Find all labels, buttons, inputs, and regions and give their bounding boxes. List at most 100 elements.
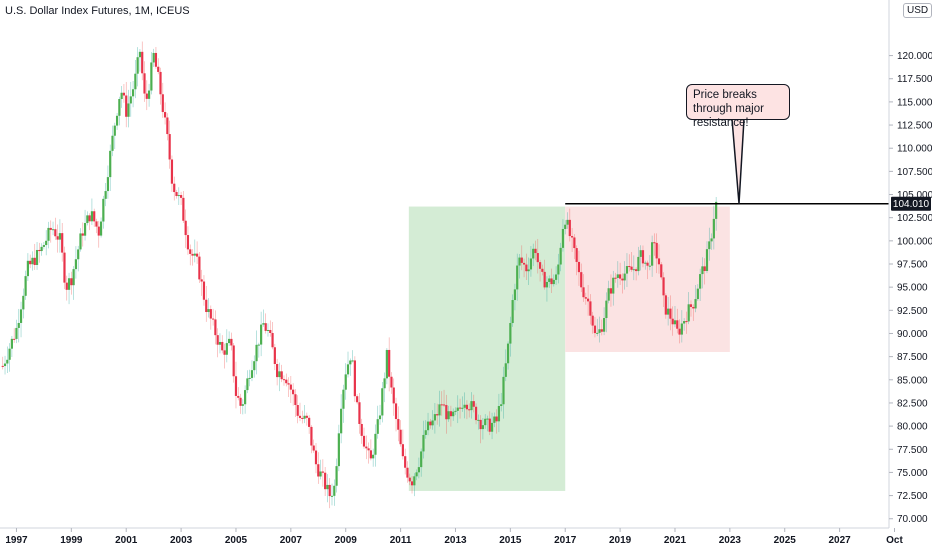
candle-body <box>534 248 537 254</box>
candle-body <box>143 73 146 94</box>
candle-body <box>422 434 425 452</box>
candle-body <box>404 456 407 468</box>
accumulation-zone <box>408 206 566 491</box>
candle-body <box>93 211 96 222</box>
candle-body <box>15 327 18 339</box>
y-tick-label: 75.000 <box>897 468 928 479</box>
candle-body <box>564 224 567 230</box>
candle-body <box>104 191 107 199</box>
y-tick-label: 87.500 <box>897 352 928 363</box>
candle-body <box>554 274 558 280</box>
candle-body <box>566 219 569 225</box>
candle-body <box>296 405 299 416</box>
candle-body <box>321 471 324 473</box>
candle-body <box>575 248 578 262</box>
candle-body <box>500 404 503 406</box>
candle-body <box>438 404 441 416</box>
candle-body <box>644 262 647 264</box>
candle-body <box>317 464 320 477</box>
candle-body <box>513 289 517 301</box>
x-tick-label: 1997 <box>5 535 28 546</box>
candle-body <box>234 376 238 396</box>
candle-body <box>488 418 491 432</box>
candle-body <box>504 363 507 377</box>
candle-body <box>456 407 459 411</box>
candle-body <box>612 277 615 294</box>
candle-body <box>452 411 455 417</box>
candle-body <box>646 262 649 266</box>
candle-body <box>95 221 98 227</box>
candle-body <box>710 238 713 242</box>
price-axis[interactable]: 70.000 72.500 75.000 77.500 80.000 82.500 85.0… <box>889 51 932 525</box>
candle-body <box>51 229 55 231</box>
candle-body <box>653 242 656 244</box>
candle-body <box>378 415 382 420</box>
annotation-callout[interactable]: Price breaks through major resistance! <box>686 84 790 129</box>
candle-body <box>276 364 279 378</box>
y-tick-label: 117.500 <box>897 74 932 85</box>
x-tick-label: 2001 <box>115 535 138 546</box>
time-axis[interactable]: 1997 1999 2001 2003 2005 2007 2009 2011 2013 2015… <box>5 528 903 546</box>
y-tick-label: 97.500 <box>897 260 928 271</box>
candle-body <box>118 99 121 116</box>
candle-body <box>662 277 665 296</box>
candle-body <box>683 321 686 324</box>
candle-body <box>184 220 187 236</box>
candle-body <box>486 418 489 420</box>
candle-body <box>511 300 514 324</box>
candle-body <box>390 376 393 388</box>
candle-body <box>479 419 482 430</box>
candle-body <box>3 363 7 367</box>
candle-body <box>312 445 315 451</box>
y-tick-label: 70.000 <box>897 514 928 525</box>
candle-body <box>170 159 174 184</box>
candle-body <box>86 215 89 224</box>
candle-body <box>410 481 414 486</box>
candle-body <box>367 448 370 451</box>
candle-body <box>212 318 215 320</box>
candle-body <box>680 323 683 335</box>
candle-body <box>253 361 256 371</box>
candle-body <box>239 397 242 406</box>
candle-body <box>570 236 574 238</box>
candle-body <box>179 195 183 198</box>
candle-body <box>490 422 494 432</box>
candle-body <box>607 288 610 301</box>
candle-body <box>548 278 551 282</box>
candle-body <box>614 277 617 279</box>
candle-body <box>161 94 164 113</box>
candle-body <box>518 257 521 266</box>
candle-body <box>292 389 295 395</box>
candle-body <box>264 323 267 331</box>
candle-body <box>582 287 585 298</box>
candle-body <box>228 338 231 344</box>
chart-title: U.S. Dollar Index Futures, 1M, ICEUS <box>5 5 190 17</box>
y-tick-label: 112.500 <box>897 121 932 132</box>
currency-button[interactable]: USD <box>903 3 932 18</box>
y-tick-label: 102.500 <box>897 213 932 224</box>
candle-body <box>65 282 68 290</box>
candle-body <box>225 343 228 355</box>
candle-body <box>207 309 210 313</box>
candle-body <box>527 269 530 272</box>
candle-body <box>218 341 222 345</box>
candle-body <box>701 266 704 275</box>
candle-body <box>138 51 142 58</box>
candle-body <box>157 66 160 72</box>
candle-body <box>175 192 178 197</box>
candle-body <box>568 219 571 237</box>
x-tick-label: 2025 <box>774 535 797 546</box>
candle-body <box>90 211 94 222</box>
candle-body <box>182 197 185 221</box>
candle-body <box>193 253 196 256</box>
candle-body <box>433 414 436 421</box>
x-tick-label: 2019 <box>609 535 632 546</box>
candle-body <box>545 281 549 288</box>
y-tick-label: 107.500 <box>897 167 932 178</box>
candle-body <box>58 233 62 240</box>
candle-body <box>324 472 327 490</box>
candle-body <box>708 241 711 250</box>
y-tick-label: 90.000 <box>897 329 928 340</box>
candle-body <box>177 195 180 197</box>
